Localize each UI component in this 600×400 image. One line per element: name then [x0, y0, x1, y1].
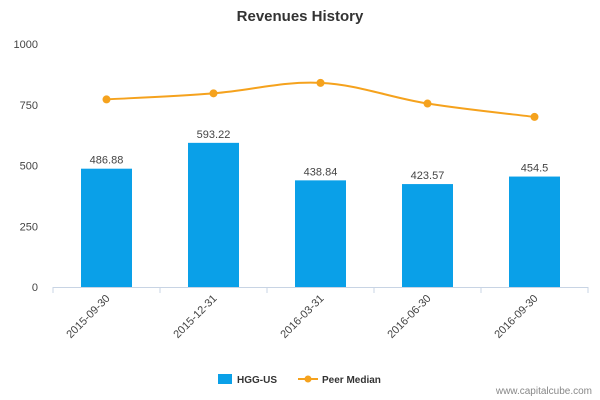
chart-title: Revenues History	[237, 8, 364, 25]
data-label: 438.84	[304, 166, 338, 178]
y-tick-label: 250	[20, 221, 38, 233]
data-label: 454.5	[521, 163, 549, 175]
bar	[509, 176, 560, 287]
bar-series	[81, 142, 560, 287]
y-tick-label: 750	[20, 100, 38, 112]
peer-median-point	[102, 95, 111, 104]
x-axis: 2015-09-30 2015-12-31 2016-03-31 2016-06-30…	[52, 287, 589, 341]
legend-swatch-hgg-us	[218, 374, 232, 384]
x-tick-label: 2016-06-30	[385, 293, 433, 341]
bar	[81, 168, 132, 287]
peer-median-series	[102, 78, 539, 121]
watermark: www.capitalcube.com	[495, 386, 592, 397]
legend-marker-peer-median	[304, 375, 312, 383]
y-axis: 0 250 500 750 1000	[14, 39, 38, 294]
bar	[188, 142, 239, 287]
data-labels: 486.88 593.22 438.84 423.57 454.5	[90, 129, 549, 182]
data-label: 423.57	[411, 170, 445, 182]
x-tick-label: 2016-03-31	[278, 293, 326, 341]
x-tick-label: 2016-09-30	[492, 293, 540, 341]
bar	[295, 180, 346, 287]
x-tick-label: 2015-09-30	[64, 293, 112, 341]
peer-median-point	[530, 112, 539, 121]
data-label: 486.88	[90, 155, 124, 167]
y-tick-label: 0	[32, 282, 38, 294]
legend: HGG-US Peer Median	[218, 374, 381, 386]
x-tick-label: 2015-12-31	[171, 293, 219, 341]
peer-median-line	[106, 81, 535, 118]
peer-median-point	[209, 89, 218, 98]
peer-median-point	[316, 78, 325, 87]
legend-label-peer-median: Peer Median	[322, 375, 381, 386]
y-tick-label: 1000	[14, 39, 38, 51]
legend-label-hgg-us: HGG-US	[237, 375, 277, 386]
y-tick-label: 500	[20, 161, 38, 173]
data-label: 593.22	[197, 129, 231, 141]
peer-median-point	[423, 99, 432, 108]
bar	[402, 184, 453, 287]
